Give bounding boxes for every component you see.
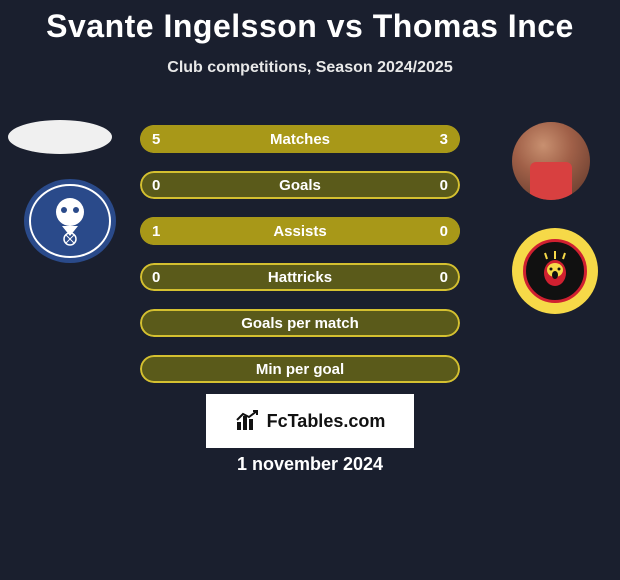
date-text: 1 november 2024 [0, 454, 620, 475]
stat-row: Assists1 0 [140, 217, 460, 245]
watford-badge-inner [523, 239, 587, 303]
stat-left-value: 5 [152, 131, 160, 148]
fctables-watermark: FcTables.com [206, 394, 414, 448]
stat-row: Goals per match [140, 309, 460, 337]
page-subtitle: Club competitions, Season 2024/2025 [0, 59, 620, 77]
stats-comparison: Matches53Goals00Assists10Hattricks00Goal… [140, 125, 460, 401]
stat-right-value: 0 [440, 269, 448, 286]
club-badge-left [22, 178, 118, 264]
stat-left-value: 0 [152, 177, 160, 194]
stat-row: Hattricks0 0 [140, 263, 460, 291]
page-title: Svante Ingelsson vs Thomas Ince [0, 0, 620, 45]
brand-text: FcTables.com [267, 411, 386, 432]
club-badge-right [512, 228, 598, 314]
stat-right-value: 0 [440, 223, 448, 240]
stat-label: Goals [140, 177, 460, 194]
stat-left-value: 0 [152, 269, 160, 286]
stat-left-value: 1 [152, 223, 160, 240]
player-right-photo [512, 122, 590, 200]
stat-row: Min per goal [140, 355, 460, 383]
stat-label: Assists [140, 223, 460, 240]
stat-row: Matches5 3 [140, 125, 460, 153]
player-left-placeholder [8, 120, 112, 154]
stat-row: Goals0 0 [140, 171, 460, 199]
stat-right-value: 0 [440, 177, 448, 194]
stat-label: Hattricks [140, 269, 460, 286]
stat-label: Min per goal [140, 361, 460, 378]
stat-label: Matches [140, 131, 460, 148]
stat-right-value: 3 [440, 131, 448, 148]
chart-icon [235, 410, 261, 432]
stat-label: Goals per match [140, 315, 460, 332]
